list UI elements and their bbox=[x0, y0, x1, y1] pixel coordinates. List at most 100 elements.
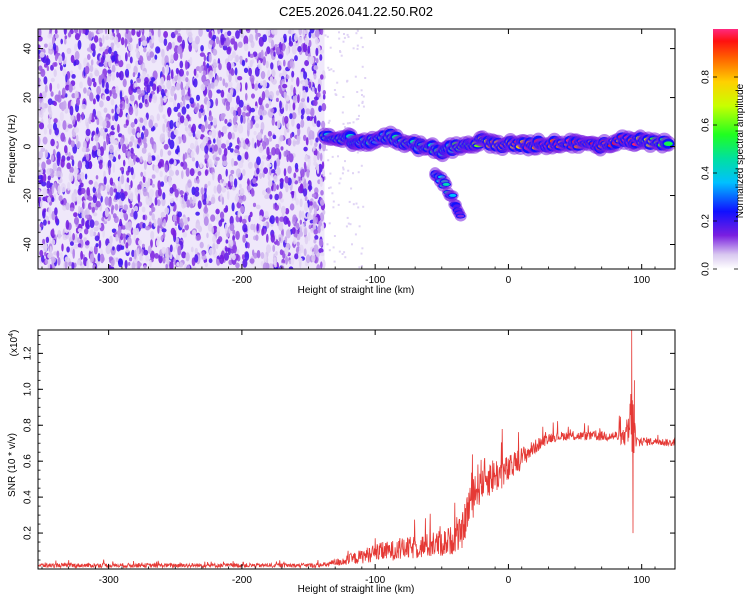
spectrogram-noise-cell bbox=[118, 154, 121, 160]
spectrogram-noise-cell bbox=[224, 82, 229, 88]
spectrogram-noise-cell bbox=[125, 29, 129, 35]
spectrogram-branch-core bbox=[449, 193, 457, 197]
spectrogram-noise-cell bbox=[203, 216, 209, 227]
spectrogram-noise-cell bbox=[101, 78, 105, 88]
spectrogram-noise-cell bbox=[109, 134, 115, 144]
spectrogram-noise-cell bbox=[87, 77, 92, 87]
spectrogram-noise-cell bbox=[143, 46, 147, 53]
spectrogram-noise-cell bbox=[309, 29, 315, 34]
spectrogram-noise-cell bbox=[74, 43, 78, 52]
spectrogram-noise-cell bbox=[329, 46, 332, 49]
spectrogram-noise-cell bbox=[39, 98, 43, 104]
spectrogram-noise-cell bbox=[187, 179, 192, 188]
spectrogram-noise-cell bbox=[174, 75, 178, 82]
spectrogram-noise-cell bbox=[231, 253, 236, 261]
spectrogram-noise-cell bbox=[273, 51, 276, 57]
spectrogram-noise-cell bbox=[133, 210, 138, 220]
spectrogram-noise-cell bbox=[341, 253, 344, 255]
spectrogram-noise-cell bbox=[182, 216, 185, 222]
spectrogram-noise-cell bbox=[170, 69, 174, 80]
spectrogram-noise-cell bbox=[95, 200, 101, 208]
spectrogram-noise-cell bbox=[289, 90, 294, 98]
spectrogram-noise-cell bbox=[273, 175, 278, 183]
spectrogram-noise-cell bbox=[127, 207, 131, 214]
spectrogram-noise-cell bbox=[231, 50, 236, 59]
spectrogram-noise-cell bbox=[356, 44, 359, 47]
spectrogram-noise-cell bbox=[344, 126, 346, 129]
spectrogram-noise-cell bbox=[85, 240, 90, 246]
spectrogram-noise-cell bbox=[153, 164, 159, 173]
spectrogram-noise-cell bbox=[216, 89, 222, 94]
spectrogram-noise-cell bbox=[321, 120, 326, 129]
spectrogram-noise-cell bbox=[66, 47, 72, 55]
spectrogram-noise-cell bbox=[260, 252, 265, 259]
spectrogram-noise-cell bbox=[182, 231, 188, 238]
spectrogram-noise-cell bbox=[53, 69, 57, 77]
spectrogram-noise-cell bbox=[346, 79, 349, 82]
spectrogram-noise-cell bbox=[204, 145, 209, 154]
spectrogram-noise-cell bbox=[235, 168, 242, 178]
spectrogram-noise-cell bbox=[321, 103, 327, 112]
spectrogram-noise-cell bbox=[194, 254, 199, 263]
spectrogram-y-tick-label: 0 bbox=[23, 143, 34, 149]
spectrogram-noise-cell bbox=[272, 134, 277, 140]
spectrogram-noise-cell bbox=[108, 46, 112, 55]
spectrogram-noise-cell bbox=[169, 261, 174, 269]
spectrogram-noise-cell bbox=[168, 159, 174, 165]
spectrogram-noise-cell bbox=[107, 159, 112, 170]
spectrogram-noise-cell bbox=[287, 29, 293, 35]
spectrogram-noise-cell bbox=[125, 248, 129, 253]
spectrogram-noise-cell bbox=[193, 68, 197, 77]
spectrogram-noise-cell bbox=[106, 75, 112, 83]
spectrogram-noise-cell bbox=[146, 84, 151, 94]
spectrogram-noise-cell bbox=[119, 90, 123, 101]
spectrogram-noise-cell bbox=[56, 170, 62, 178]
spectrogram-noise-cell bbox=[191, 186, 196, 196]
spectrogram-noise-cell bbox=[152, 183, 155, 188]
spectrogram-noise-cell bbox=[225, 168, 228, 177]
spectrogram-noise-cell bbox=[314, 235, 319, 240]
spectrogram-noise-cell bbox=[164, 89, 167, 94]
spectrogram-noise-cell bbox=[124, 259, 128, 269]
spectrogram-noise-cell bbox=[83, 57, 88, 67]
spectrogram-noise-cell bbox=[154, 197, 158, 206]
spectrogram-noise-cell bbox=[281, 258, 286, 265]
spectrogram-noise-cell bbox=[239, 187, 245, 197]
spectrogram-noise-cell bbox=[266, 244, 271, 254]
spectrogram-noise-cell bbox=[356, 91, 359, 93]
spectrogram-y-tick-label: -20 bbox=[23, 188, 34, 203]
spectrogram-noise-cell bbox=[134, 118, 138, 125]
spectrogram-noise-cell bbox=[332, 206, 335, 209]
spectrogram-noise-cell bbox=[179, 190, 185, 195]
spectrogram-noise-cell bbox=[108, 165, 111, 176]
spectrogram-noise-cell bbox=[242, 223, 248, 233]
spectrogram-noise-cell bbox=[240, 114, 244, 124]
spectrogram-noise-cell bbox=[302, 42, 308, 53]
spectrogram-noise-cell bbox=[355, 32, 358, 35]
spectrogram-noise-cell bbox=[141, 243, 145, 248]
spectrogram-noise-cell bbox=[73, 172, 79, 179]
spectrogram-noise-cell bbox=[119, 70, 124, 81]
spectrogram-noise-cell bbox=[69, 241, 74, 246]
spectrogram-noise-cell bbox=[305, 108, 311, 115]
spectrogram-noise-cell bbox=[138, 239, 142, 246]
spectrogram-noise-cell bbox=[143, 249, 149, 256]
spectrogram-noise-cell bbox=[251, 137, 255, 148]
spectrogram-noise-cell bbox=[326, 35, 329, 38]
spectrogram-noise-cell bbox=[200, 187, 204, 195]
spectrogram-noise-cell bbox=[330, 68, 333, 71]
spectrogram-noise-cell bbox=[260, 80, 264, 86]
spectrogram-noise-cell bbox=[309, 55, 315, 65]
spectrogram-noise-cell bbox=[285, 255, 288, 265]
spectrogram-noise-cell bbox=[175, 67, 179, 75]
spectrogram-noise-cell bbox=[191, 40, 197, 49]
spectrogram-noise-cell bbox=[256, 223, 259, 232]
spectrogram-noise-cell bbox=[342, 96, 345, 98]
spectrogram-noise-cell bbox=[44, 149, 49, 158]
spectrogram-noise-cell bbox=[233, 161, 238, 166]
spectrogram-noise-cell bbox=[348, 200, 351, 203]
spectrogram-noise-cell bbox=[175, 137, 179, 147]
spectrogram-noise-cell bbox=[318, 143, 322, 150]
spectrogram-noise-cell bbox=[361, 102, 364, 104]
spectrogram-noise-cell bbox=[327, 159, 330, 162]
